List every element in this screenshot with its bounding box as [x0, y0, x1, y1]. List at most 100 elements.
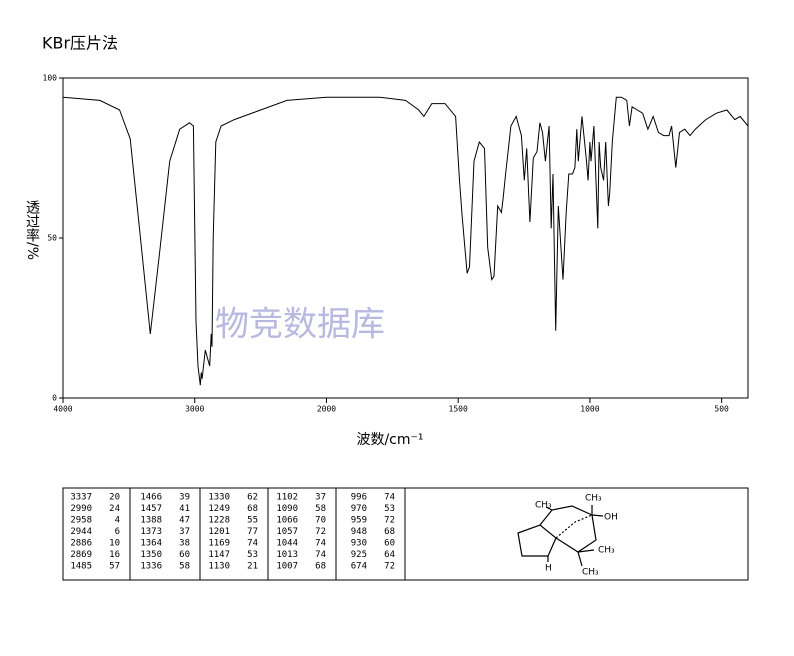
- peak-wavenumber: 1057: [276, 527, 298, 537]
- peak-wavenumber: 1388: [140, 516, 162, 526]
- peak-transmittance: 64: [384, 550, 395, 560]
- peak-transmittance: 74: [384, 493, 395, 503]
- y-tick-label: 0: [52, 394, 57, 403]
- peak-wavenumber: 674: [351, 562, 367, 572]
- x-tick-label: 4000: [53, 405, 72, 414]
- peak-transmittance: 58: [315, 504, 326, 514]
- peak-wavenumber: 1102: [276, 493, 298, 503]
- plot-frame: [62, 77, 749, 399]
- peak-transmittance: 62: [247, 493, 258, 503]
- structure-label: CH₃: [582, 568, 599, 578]
- peak-wavenumber: 2958: [70, 516, 92, 526]
- peak-transmittance: 37: [179, 527, 190, 537]
- peak-wavenumber: 1130: [208, 562, 230, 572]
- x-tick-label: 2000: [317, 405, 336, 414]
- peak-transmittance: 21: [247, 562, 258, 572]
- structure-label: CH₃: [585, 494, 602, 504]
- structure-label: OH: [604, 513, 618, 523]
- y-tick-label: 100: [43, 74, 58, 83]
- peak-wavenumber: 2944: [70, 527, 92, 537]
- peak-transmittance: 24: [109, 504, 120, 514]
- peak-transmittance: 68: [315, 562, 326, 572]
- peak-transmittance: 37: [315, 493, 326, 503]
- peak-wavenumber: 925: [351, 550, 367, 560]
- x-tick-label: 1000: [580, 405, 599, 414]
- peak-wavenumber: 1364: [140, 539, 162, 549]
- structure-label: CH₃: [598, 546, 615, 556]
- table-dividers: [129, 488, 406, 580]
- peak-transmittance: 38: [179, 539, 190, 549]
- bond: [577, 551, 583, 567]
- peak-wavenumber: 948: [351, 527, 367, 537]
- peak-wavenumber: 1373: [140, 527, 162, 537]
- peak-wavenumber: 3337: [70, 493, 92, 503]
- peak-wavenumber: 2886: [70, 539, 92, 549]
- peak-wavenumber: 1147: [208, 550, 230, 560]
- peak-transmittance: 74: [315, 550, 326, 560]
- spectrum-line: [62, 96, 749, 386]
- structure-label: H: [545, 564, 552, 574]
- peak-wavenumber: 996: [351, 493, 367, 503]
- bond: [555, 514, 593, 539]
- peak-transmittance: 58: [179, 562, 190, 572]
- peak-wavenumber: 930: [351, 539, 367, 549]
- peak-wavenumber: 1330: [208, 493, 230, 503]
- peak-transmittance: 70: [315, 516, 326, 526]
- x-tick-label: 1500: [449, 405, 468, 414]
- peak-transmittance: 39: [179, 493, 190, 503]
- peak-transmittance: 16: [109, 550, 120, 560]
- peak-wavenumber: 1457: [140, 504, 162, 514]
- x-axis-label: 波数/cm⁻¹: [356, 432, 423, 448]
- peak-transmittance: 77: [247, 527, 258, 537]
- peak-wavenumber: 1350: [140, 550, 162, 560]
- peak-transmittance: 72: [384, 562, 395, 572]
- peak-wavenumber: 1466: [140, 493, 162, 503]
- peak-wavenumber: 1201: [208, 527, 230, 537]
- bond: [517, 524, 557, 557]
- peak-transmittance: 20: [109, 493, 120, 503]
- chart-title: KBr压片法: [42, 34, 118, 53]
- peak-transmittance: 4: [115, 516, 120, 526]
- peak-transmittance: 68: [247, 504, 258, 514]
- bond: [545, 506, 553, 511]
- peak-transmittance: 72: [315, 527, 326, 537]
- peak-transmittance: 10: [109, 539, 120, 549]
- peak-wavenumber: 970: [351, 504, 367, 514]
- peak-wavenumber: 959: [351, 516, 367, 526]
- peak-transmittance: 68: [384, 527, 395, 537]
- y-tick-label: 50: [47, 234, 57, 243]
- peak-wavenumber: 1090: [276, 504, 298, 514]
- bond: [591, 514, 604, 517]
- x-tick-label: 500: [714, 405, 729, 414]
- peak-wavenumber: 1066: [276, 516, 298, 526]
- watermark: 物竞数据库: [215, 305, 385, 345]
- structure-label: CH₃: [535, 501, 552, 511]
- peak-wavenumber: 1249: [208, 504, 230, 514]
- peak-transmittance: 74: [315, 539, 326, 549]
- y-axis-label: 透过率/%: [24, 200, 40, 260]
- peak-wavenumber: 2990: [70, 504, 92, 514]
- structure-bonds: [517, 505, 604, 567]
- peak-wavenumber: 1013: [276, 550, 298, 560]
- peak-transmittance: 53: [384, 504, 395, 514]
- peak-transmittance: 55: [247, 516, 258, 526]
- bond: [539, 505, 597, 553]
- peak-transmittance: 57: [109, 562, 120, 572]
- peak-transmittance: 41: [179, 504, 190, 514]
- bond: [577, 549, 595, 553]
- x-tick-label: 3000: [185, 405, 204, 414]
- peak-transmittance: 53: [247, 550, 258, 560]
- peak-wavenumber: 2869: [70, 550, 92, 560]
- peak-wavenumber: 1336: [140, 562, 162, 572]
- peak-transmittance: 60: [179, 550, 190, 560]
- peak-wavenumber: 1044: [276, 539, 298, 549]
- peak-wavenumber: 1228: [208, 516, 230, 526]
- peak-wavenumber: 1485: [70, 562, 92, 572]
- peak-transmittance: 60: [384, 539, 395, 549]
- peak-wavenumber: 1169: [208, 539, 230, 549]
- peak-transmittance: 72: [384, 516, 395, 526]
- peak-wavenumber: 1007: [276, 562, 298, 572]
- peak-transmittance: 74: [247, 539, 258, 549]
- peak-transmittance: 47: [179, 516, 190, 526]
